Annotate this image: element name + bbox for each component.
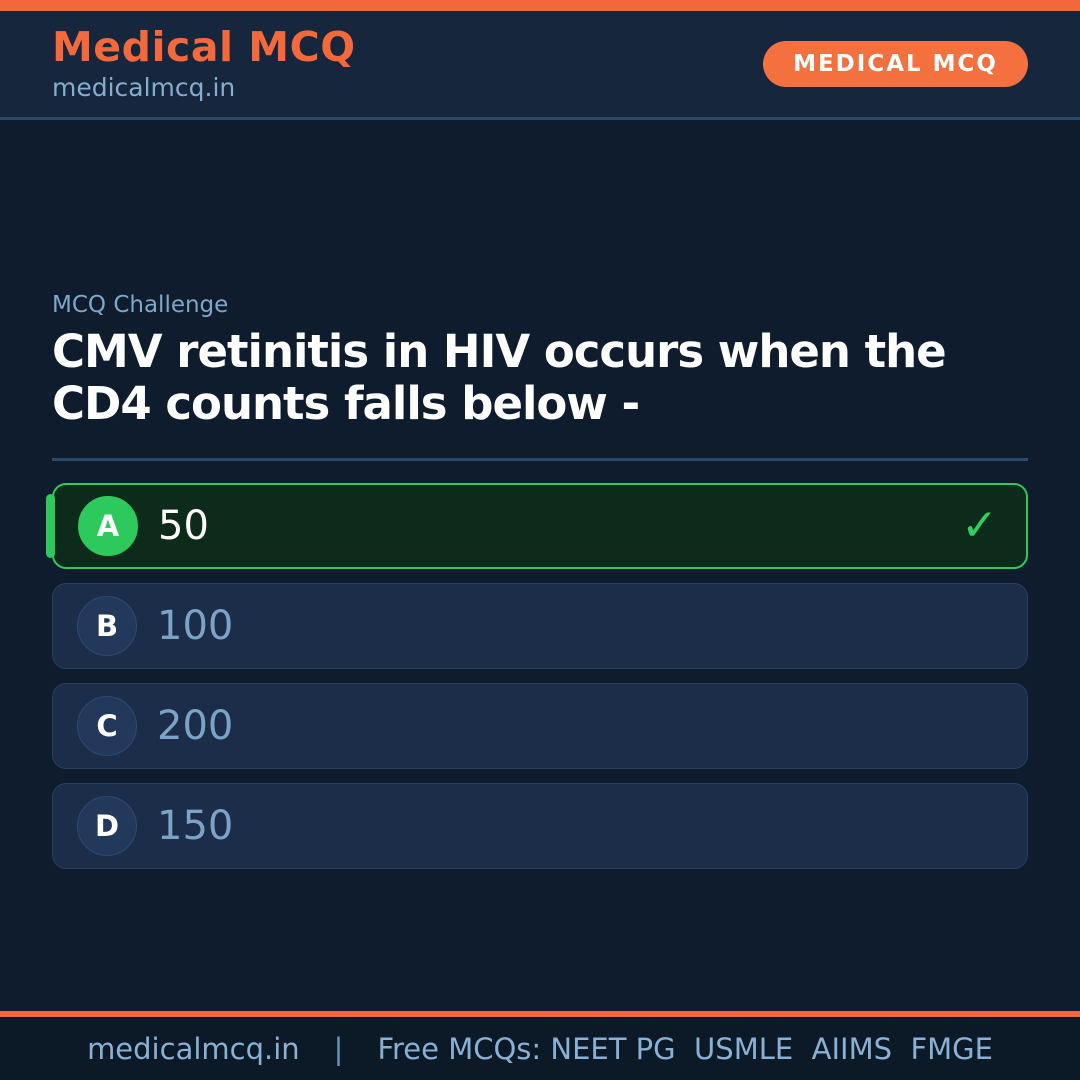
brand-badge: MEDICAL MCQ	[763, 41, 1028, 87]
brand-subtitle: medicalmcq.in	[52, 72, 236, 102]
options-list: A 50 ✓ B 100 C 200 D 150	[46, 483, 1028, 870]
option-b[interactable]: B 100	[52, 583, 1028, 670]
option-c[interactable]: C 200	[52, 683, 1028, 770]
brand-title: Medical MCQ	[52, 23, 356, 72]
top-accent-bar	[0, 0, 1080, 11]
bottom-accent-bar	[0, 1011, 1080, 1017]
option-a[interactable]: A 50 ✓	[46, 483, 1028, 570]
option-d-label: 150	[157, 803, 234, 850]
footer-site: medicalmcq.in	[87, 1031, 300, 1066]
option-c-label: 200	[157, 703, 234, 750]
option-d[interactable]: D 150	[52, 783, 1028, 870]
footer-tagline: Free MCQs: NEET PG USMLE AIIMS FMGE	[377, 1031, 993, 1066]
brand: Medical MCQ medicalmcq.in	[52, 23, 356, 102]
question-text: CMV retinitis in HIV occurs when the CD4…	[52, 325, 947, 431]
check-icon: ✓	[961, 500, 998, 552]
question-card: MCQ Challenge CMV retinitis in HIV occur…	[0, 120, 1080, 870]
option-c-letter-badge: C	[77, 696, 137, 757]
question-kicker: MCQ Challenge	[52, 292, 229, 318]
footer-text: medicalmcq.in | Free MCQs: NEET PG USMLE…	[0, 1017, 1080, 1080]
header: Medical MCQ medicalmcq.in MEDICAL MCQ	[0, 11, 1080, 120]
correct-accent-bar	[46, 494, 55, 559]
footer: medicalmcq.in | Free MCQs: NEET PG USMLE…	[0, 1011, 1080, 1080]
option-a-label: 50	[158, 503, 209, 550]
divider	[52, 458, 1028, 462]
option-b-label: 100	[157, 603, 234, 650]
option-d-letter-badge: D	[77, 796, 137, 857]
option-b-letter-badge: B	[77, 596, 137, 657]
option-a-letter-badge: A	[78, 496, 138, 557]
footer-separator: |	[333, 1031, 344, 1066]
